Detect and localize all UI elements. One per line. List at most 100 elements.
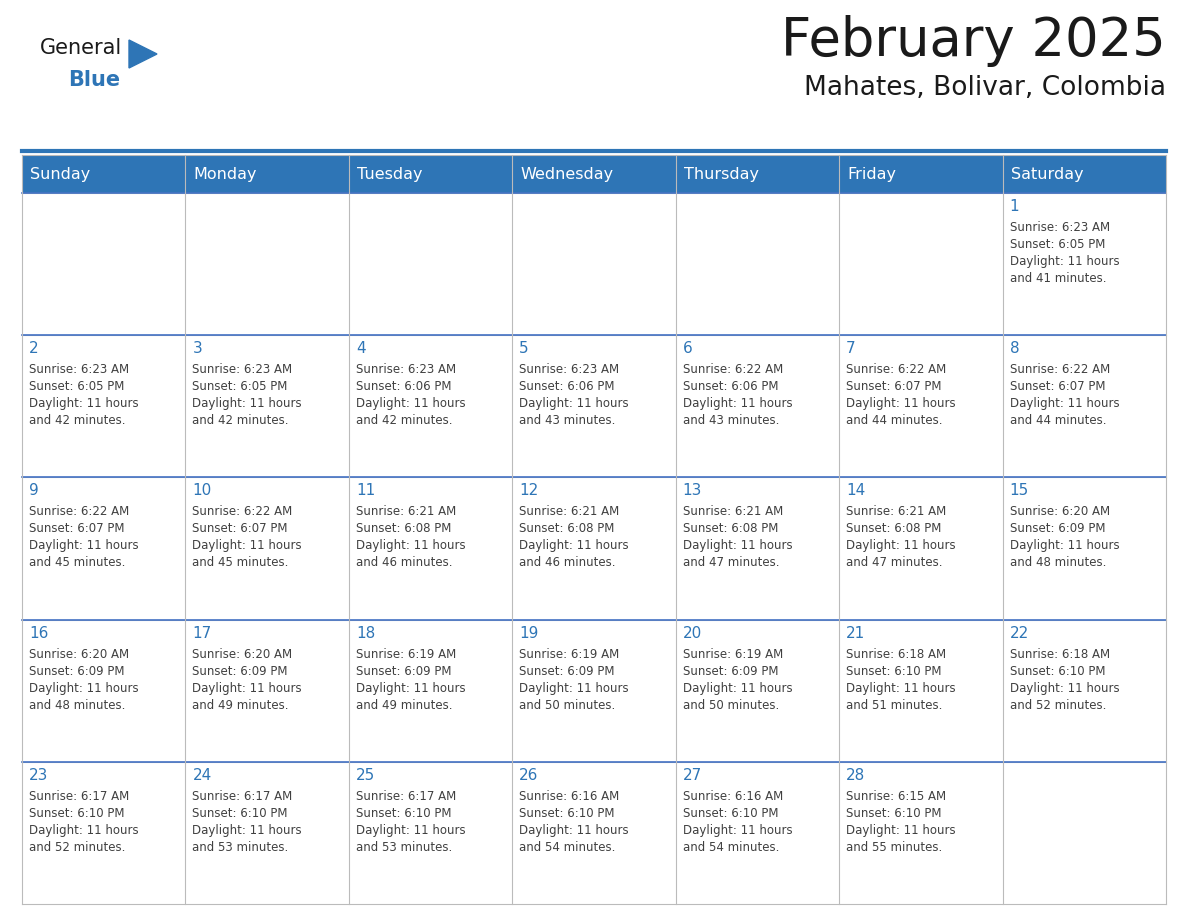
Text: 14: 14 (846, 484, 865, 498)
Text: Sunrise: 6:20 AM: Sunrise: 6:20 AM (1010, 506, 1110, 519)
Polygon shape (129, 40, 157, 68)
Text: Sunrise: 6:19 AM: Sunrise: 6:19 AM (683, 647, 783, 661)
Text: Sunset: 6:08 PM: Sunset: 6:08 PM (683, 522, 778, 535)
Text: Sunset: 6:10 PM: Sunset: 6:10 PM (29, 807, 125, 820)
Text: Sunrise: 6:19 AM: Sunrise: 6:19 AM (356, 647, 456, 661)
Text: and 47 minutes.: and 47 minutes. (683, 556, 779, 569)
Text: Daylight: 11 hours: Daylight: 11 hours (29, 397, 139, 410)
Text: Sunrise: 6:23 AM: Sunrise: 6:23 AM (356, 364, 456, 376)
Text: and 52 minutes.: and 52 minutes. (29, 841, 126, 854)
Text: Sunset: 6:08 PM: Sunset: 6:08 PM (356, 522, 451, 535)
Text: Sunrise: 6:17 AM: Sunrise: 6:17 AM (356, 789, 456, 803)
Text: Sunset: 6:07 PM: Sunset: 6:07 PM (192, 522, 287, 535)
Text: Daylight: 11 hours: Daylight: 11 hours (1010, 681, 1119, 695)
Text: Daylight: 11 hours: Daylight: 11 hours (29, 823, 139, 837)
Text: Sunrise: 6:16 AM: Sunrise: 6:16 AM (683, 789, 783, 803)
Text: and 46 minutes.: and 46 minutes. (356, 556, 453, 569)
Text: Saturday: Saturday (1011, 166, 1083, 182)
Text: Sunrise: 6:22 AM: Sunrise: 6:22 AM (1010, 364, 1110, 376)
Bar (23, 193, 1165, 335)
Text: Tuesday: Tuesday (356, 166, 423, 182)
Text: Blue: Blue (68, 70, 120, 90)
Text: Daylight: 11 hours: Daylight: 11 hours (519, 540, 628, 553)
Text: Daylight: 11 hours: Daylight: 11 hours (846, 397, 956, 410)
Text: 6: 6 (683, 341, 693, 356)
Text: Sunset: 6:07 PM: Sunset: 6:07 PM (846, 380, 942, 393)
Text: Sunset: 6:07 PM: Sunset: 6:07 PM (1010, 380, 1105, 393)
Text: Sunset: 6:05 PM: Sunset: 6:05 PM (29, 380, 125, 393)
Text: and 41 minutes.: and 41 minutes. (1010, 272, 1106, 285)
Text: 22: 22 (1010, 625, 1029, 641)
Text: and 42 minutes.: and 42 minutes. (356, 414, 453, 427)
Text: Sunrise: 6:18 AM: Sunrise: 6:18 AM (1010, 647, 1110, 661)
Text: Sunrise: 6:17 AM: Sunrise: 6:17 AM (192, 789, 292, 803)
Text: Sunset: 6:10 PM: Sunset: 6:10 PM (192, 807, 287, 820)
Text: Daylight: 11 hours: Daylight: 11 hours (356, 823, 466, 837)
Text: Thursday: Thursday (684, 166, 759, 182)
Text: Mahates, Bolivar, Colombia: Mahates, Bolivar, Colombia (804, 75, 1165, 101)
Text: Sunset: 6:08 PM: Sunset: 6:08 PM (846, 522, 942, 535)
Text: Sunset: 6:08 PM: Sunset: 6:08 PM (519, 522, 614, 535)
Text: and 44 minutes.: and 44 minutes. (846, 414, 942, 427)
Text: 13: 13 (683, 484, 702, 498)
Text: Daylight: 11 hours: Daylight: 11 hours (192, 823, 302, 837)
Text: 8: 8 (1010, 341, 1019, 356)
Text: Daylight: 11 hours: Daylight: 11 hours (29, 681, 139, 695)
Text: Daylight: 11 hours: Daylight: 11 hours (519, 681, 628, 695)
Text: 3: 3 (192, 341, 202, 356)
Text: Sunset: 6:10 PM: Sunset: 6:10 PM (846, 665, 942, 677)
Text: and 48 minutes.: and 48 minutes. (1010, 556, 1106, 569)
Text: Sunset: 6:09 PM: Sunset: 6:09 PM (356, 665, 451, 677)
Bar (23, 155, 1165, 193)
Text: Daylight: 11 hours: Daylight: 11 hours (356, 397, 466, 410)
Text: and 53 minutes.: and 53 minutes. (192, 841, 289, 854)
Text: Sunrise: 6:22 AM: Sunrise: 6:22 AM (192, 506, 292, 519)
Text: Sunrise: 6:18 AM: Sunrise: 6:18 AM (846, 647, 947, 661)
Text: and 47 minutes.: and 47 minutes. (846, 556, 942, 569)
Text: Sunset: 6:09 PM: Sunset: 6:09 PM (519, 665, 614, 677)
Text: Daylight: 11 hours: Daylight: 11 hours (683, 540, 792, 553)
Text: and 44 minutes.: and 44 minutes. (1010, 414, 1106, 427)
Bar (23, 335, 1165, 477)
Text: Sunset: 6:10 PM: Sunset: 6:10 PM (846, 807, 942, 820)
Text: and 52 minutes.: and 52 minutes. (1010, 699, 1106, 711)
Text: and 42 minutes.: and 42 minutes. (29, 414, 126, 427)
Text: and 42 minutes.: and 42 minutes. (192, 414, 289, 427)
Text: and 49 minutes.: and 49 minutes. (192, 699, 289, 711)
Text: 21: 21 (846, 625, 865, 641)
Text: Daylight: 11 hours: Daylight: 11 hours (683, 823, 792, 837)
Text: Sunrise: 6:22 AM: Sunrise: 6:22 AM (29, 506, 129, 519)
Text: Daylight: 11 hours: Daylight: 11 hours (192, 681, 302, 695)
Text: Sunset: 6:05 PM: Sunset: 6:05 PM (1010, 238, 1105, 251)
Text: Monday: Monday (194, 166, 257, 182)
Text: and 54 minutes.: and 54 minutes. (683, 841, 779, 854)
Text: 27: 27 (683, 767, 702, 783)
Text: and 55 minutes.: and 55 minutes. (846, 841, 942, 854)
Text: Sunrise: 6:16 AM: Sunrise: 6:16 AM (519, 789, 619, 803)
Text: and 54 minutes.: and 54 minutes. (519, 841, 615, 854)
Text: Sunrise: 6:23 AM: Sunrise: 6:23 AM (29, 364, 129, 376)
Bar (23, 620, 1165, 762)
Text: and 51 minutes.: and 51 minutes. (846, 699, 942, 711)
Text: Sunrise: 6:17 AM: Sunrise: 6:17 AM (29, 789, 129, 803)
Text: Daylight: 11 hours: Daylight: 11 hours (356, 540, 466, 553)
Text: Daylight: 11 hours: Daylight: 11 hours (1010, 255, 1119, 268)
Text: Sunset: 6:10 PM: Sunset: 6:10 PM (1010, 665, 1105, 677)
Text: Daylight: 11 hours: Daylight: 11 hours (846, 540, 956, 553)
Text: and 48 minutes.: and 48 minutes. (29, 699, 126, 711)
Text: Sunset: 6:10 PM: Sunset: 6:10 PM (356, 807, 451, 820)
Text: General: General (40, 38, 122, 58)
Text: 26: 26 (519, 767, 538, 783)
Text: and 53 minutes.: and 53 minutes. (356, 841, 453, 854)
Text: and 50 minutes.: and 50 minutes. (519, 699, 615, 711)
Text: Daylight: 11 hours: Daylight: 11 hours (519, 397, 628, 410)
Text: Sunrise: 6:20 AM: Sunrise: 6:20 AM (29, 647, 129, 661)
Bar (23, 477, 1165, 620)
Text: Wednesday: Wednesday (520, 166, 613, 182)
Text: Sunrise: 6:21 AM: Sunrise: 6:21 AM (519, 506, 619, 519)
Text: Sunrise: 6:20 AM: Sunrise: 6:20 AM (192, 647, 292, 661)
Text: Daylight: 11 hours: Daylight: 11 hours (683, 681, 792, 695)
Text: Daylight: 11 hours: Daylight: 11 hours (29, 540, 139, 553)
Text: 18: 18 (356, 625, 375, 641)
Text: 11: 11 (356, 484, 375, 498)
